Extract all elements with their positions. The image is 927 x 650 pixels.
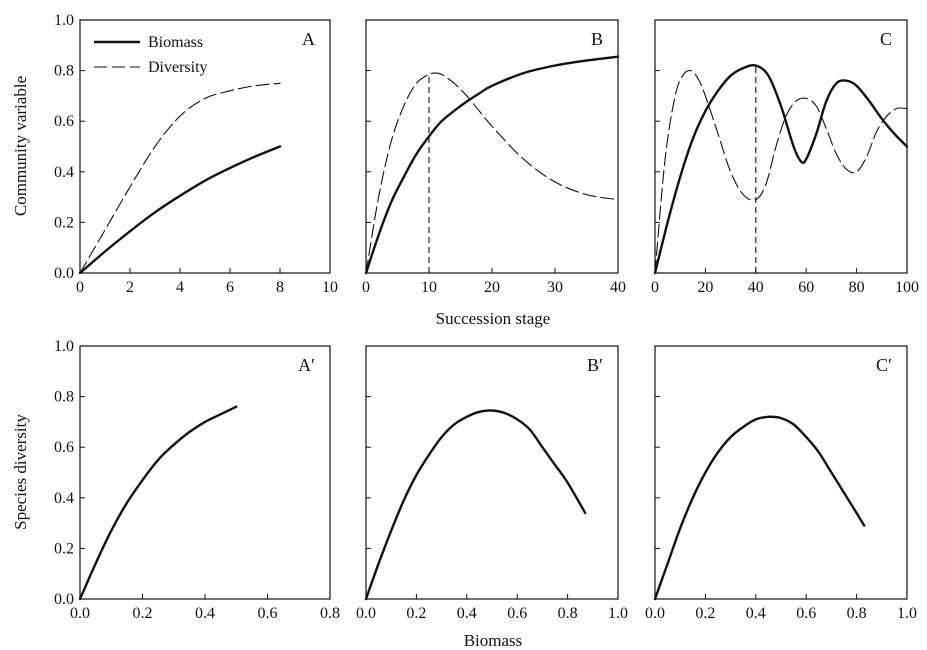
x-tick-label: 20	[697, 279, 713, 296]
x-tick-label: 0	[651, 279, 659, 296]
x-tick-label: 1.0	[897, 605, 917, 622]
x-tick-label: 1.0	[608, 605, 628, 622]
y-tick-label: 0.8	[54, 389, 74, 406]
x-tick-label: 100	[895, 279, 919, 296]
plot-frame	[79, 345, 331, 600]
plot-frame	[654, 19, 908, 274]
x-tick-label: 0.0	[645, 605, 665, 622]
panel-b2: 0.0 0.2 0.4 0.6 0.8 1.0 B′	[356, 345, 628, 622]
panel-label: C′	[876, 355, 892, 375]
series-line-diversity	[79, 82, 281, 274]
y-label-bottom: Species diversity	[11, 414, 30, 530]
x-tick-label: 0.8	[847, 605, 867, 622]
x-tick-label: 0.6	[258, 605, 278, 622]
y-tick-label: 0.6	[54, 113, 74, 130]
y-tick-label: 0.4	[54, 164, 74, 181]
x-tick-label: 0.2	[133, 605, 153, 622]
x-tick-label: 6	[226, 279, 234, 296]
x-tick-label: 60	[798, 279, 814, 296]
x-tick-label: 0.4	[746, 605, 766, 622]
y-tick-label: 0.2	[54, 540, 74, 557]
x-tick-label: 0.6	[507, 605, 527, 622]
panel-b: 0 10 20 30 40 B	[362, 19, 626, 296]
x-tick-label: 0.4	[457, 605, 477, 622]
x-tick-label: 80	[849, 279, 865, 296]
x-tick-label: 0.2	[406, 605, 426, 622]
y-tick-label: 1.0	[54, 12, 74, 29]
x-tick-label: 0.2	[695, 605, 715, 622]
y-tick-label: 0.0	[54, 591, 74, 608]
legend-label: Biomass	[148, 34, 203, 51]
series-line-diversity	[654, 69, 908, 274]
series-line-biomass	[653, 63, 909, 275]
x-tick-label: 2	[126, 279, 134, 296]
y-tick-label: 0.8	[54, 63, 74, 80]
x-label-top: Succession stage	[436, 309, 551, 328]
x-label-bottom: Biomass	[464, 631, 523, 650]
panels: 0 2 4 6 8 10 0.0 0.2 0.4 0.6 0.8 1.0 A Biomass Diversi…	[54, 12, 919, 622]
panel-label: B	[591, 29, 603, 49]
x-tick-label: 40	[748, 279, 764, 296]
x-tick-label: 0	[362, 279, 370, 296]
x-tick-label: 0.6	[796, 605, 816, 622]
x-tick-label: 0.0	[70, 605, 90, 622]
x-tick-label: 30	[547, 279, 563, 296]
panel-label: B′	[587, 355, 603, 375]
series-line-curve	[78, 405, 238, 601]
x-tick-label: 10	[322, 279, 338, 296]
series-line-curve	[364, 409, 587, 601]
plot-frame	[365, 345, 619, 600]
plot-frame	[365, 19, 619, 274]
panel-label: A	[302, 29, 315, 49]
y-tick-label: 0.2	[54, 214, 74, 231]
x-tick-label: 8	[276, 279, 284, 296]
x-tick-label: 0.8	[320, 605, 340, 622]
x-tick-label: 20	[484, 279, 500, 296]
series-line-biomass	[364, 55, 620, 275]
panel-label: C	[880, 29, 892, 49]
legend-label: Diversity	[148, 59, 208, 76]
panel-c2: 0.0 0.2 0.4 0.6 0.8 1.0 C′	[645, 345, 917, 622]
panel-label: A′	[298, 355, 315, 375]
x-tick-label: 0	[76, 279, 84, 296]
plot-frame	[79, 19, 331, 274]
series-line-diversity	[365, 72, 619, 274]
panel-c: 0 20 40 60 80 100 C	[651, 19, 919, 296]
y-tick-label: 0.6	[54, 439, 74, 456]
series-line-biomass	[78, 145, 282, 275]
x-tick-label: 0.8	[558, 605, 578, 622]
x-tick-label: 40	[610, 279, 626, 296]
x-tick-label: 4	[176, 279, 184, 296]
plot-frame	[654, 345, 908, 600]
y-tick-label: 1.0	[54, 338, 74, 355]
panel-a2: 0.0 0.2 0.4 0.6 0.8 0.0 0.2 0.4 0.6 0.8 1.0 A′	[54, 338, 340, 622]
series-line-curve	[653, 415, 866, 601]
x-tick-label: 0.4	[195, 605, 215, 622]
x-tick-label: 10	[421, 279, 437, 296]
y-label-top: Community variable	[11, 76, 30, 216]
y-tick-label: 0.4	[54, 490, 74, 507]
x-tick-label: 0.0	[356, 605, 376, 622]
panel-a: 0 2 4 6 8 10 0.0 0.2 0.4 0.6 0.8 1.0 A Biomass Diversi…	[54, 12, 338, 296]
y-tick-label: 0.0	[54, 265, 74, 282]
